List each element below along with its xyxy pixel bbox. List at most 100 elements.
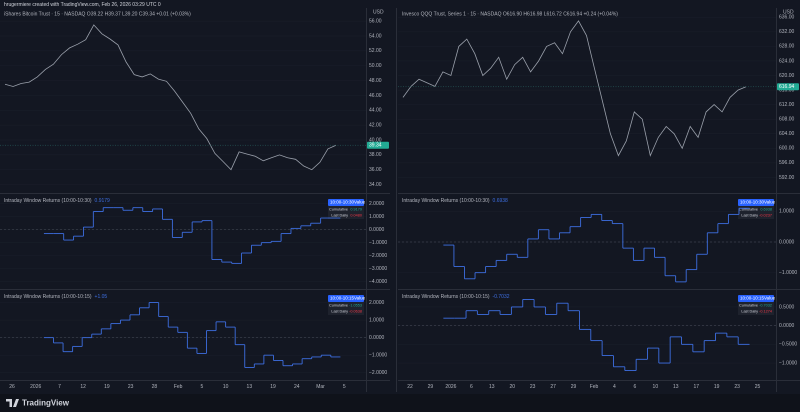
y-tick-label: 0.0000 [779,239,795,245]
y-tick-label: 616.00 [779,87,795,93]
pane-title: iShares Bitcoin Trust · 15 · NASDAQ O39.… [4,11,191,17]
date-label: 29 [428,384,434,390]
y-tick-label: −1.0000 [369,240,387,246]
y-tick-label: 600.00 [779,146,795,152]
y-tick-label: 596.00 [779,160,795,166]
date-label: 29 [571,384,577,390]
footer-bar [0,394,800,412]
date-label: 28 [152,384,158,390]
date-label: 2026 [30,384,41,390]
last-price-box [777,83,799,91]
date-label: 12 [80,384,86,390]
legend-header [738,199,774,206]
legend-header-label: 10:00-10:30 [330,200,355,205]
y-tick-label: 612.00 [779,102,795,108]
indicator-value: 0.9179 [95,198,111,204]
legend-row-value: -0.0237 [759,214,772,218]
date-label: 13 [489,384,495,390]
y-tick-label: −2.0000 [369,370,387,376]
date-label: Mar [316,384,325,390]
logo: TradingView [6,399,70,408]
legend-row-label: Last Daily [741,310,758,314]
date-label: 5 [200,384,203,390]
legend-row-value: -0.7032 [759,304,772,308]
legend-header-value: Value [764,200,776,205]
y-tick-label: 0.0000 [369,227,385,233]
date-label: 24 [294,384,300,390]
currency: USD [373,9,384,15]
logo-icon [6,399,19,407]
date-label: 20 [509,384,515,390]
legend-header-label: 10:00-10:30 [740,200,765,205]
header: hrugermiere created with TradingView.com… [4,2,161,8]
y-tick-label: −0.5000 [779,342,797,348]
legend-row-label: Last Daily [741,214,758,218]
date-label: 23 [530,384,536,390]
date-label: 13 [247,384,253,390]
legend-body [738,302,774,315]
legend-header [738,295,774,302]
legend-row-value: -0.1274 [759,310,772,314]
y-tick-label: 2.0000 [369,201,385,207]
date-label: 25 [755,384,761,390]
legend-body [328,206,364,219]
legend-body [328,302,364,315]
legend-header [328,295,364,302]
pane-title: Invesco QQQ Trust, Series 1 · 15 · NASDA… [402,11,618,17]
last-price-label: 616.94 [779,84,795,90]
y-tick-label: 48.00 [369,78,382,84]
pane-title: Intraday Window Returns (10:00-10:15) -0.… [402,294,510,300]
date-label: 23 [128,384,134,390]
y-tick-label: −4.0000 [369,279,387,285]
y-tick-label: 0.0000 [779,323,795,329]
y-tick-label: 620.00 [779,73,795,79]
y-tick-label: 40.00 [369,137,382,143]
pane-title: Intraday Window Returns (10:00-10:30) 0.6… [402,198,508,204]
y-tick-label: 632.00 [779,29,795,35]
legend-header-value: Value [354,200,366,205]
legend-row-value: -1.0553 [349,304,362,308]
date-label: 5 [343,384,346,390]
y-tick-label: −1.0000 [779,270,797,276]
y-tick-label: 56.00 [369,18,382,24]
y-tick-label: 52.00 [369,48,382,54]
date-label: 6 [633,384,636,390]
y-tick-label: 54.00 [369,33,382,39]
date-label: 4 [613,384,616,390]
pane-title: Intraday Window Returns (10:00-10:30) 0.9… [4,198,110,204]
date-label: 7 [58,384,61,390]
legend-header-label: 10:00-10:15 [330,296,355,301]
y-tick-label: 604.00 [779,131,795,137]
y-tick-label: 36.00 [369,167,382,173]
last-price-box [367,141,389,149]
legend-row-label: Cumulative [329,208,348,212]
y-tick-label: −1.0000 [779,360,797,366]
y-tick-label: 0.0000 [369,335,385,341]
date-label: 19 [714,384,720,390]
price-line [4,24,337,171]
y-tick-label: −2.0000 [369,253,387,259]
y-tick-label: 50.00 [369,63,382,69]
legend-row-label: Last Daily [331,214,348,218]
date-label: 19 [104,384,110,390]
indicator-name: Intraday Window Returns (10:00-10:30) [4,198,92,204]
y-tick-label: 0.5000 [779,304,795,310]
indicator-name: Intraday Window Returns (10:00-10:15) [4,294,92,300]
legend-header [328,199,364,206]
y-tick-label: 38.00 [369,152,382,158]
legend-row-value: -0.0638 [349,310,362,314]
y-tick-label: 592.00 [779,175,795,181]
legend-row-label: Cumulative [739,304,758,308]
date-label: 17 [693,384,699,390]
legend-header-value: Value [764,296,776,301]
y-tick-label: 624.00 [779,58,795,64]
logo-text: TradingView [22,399,70,408]
y-tick-label: 42.00 [369,122,382,128]
indicator-value: -0.7032 [493,294,510,300]
date-label: 27 [550,384,556,390]
y-tick-label: 46.00 [369,93,382,99]
date-label: 2026 [445,384,456,390]
legend-row-label: Last Daily [331,310,348,314]
